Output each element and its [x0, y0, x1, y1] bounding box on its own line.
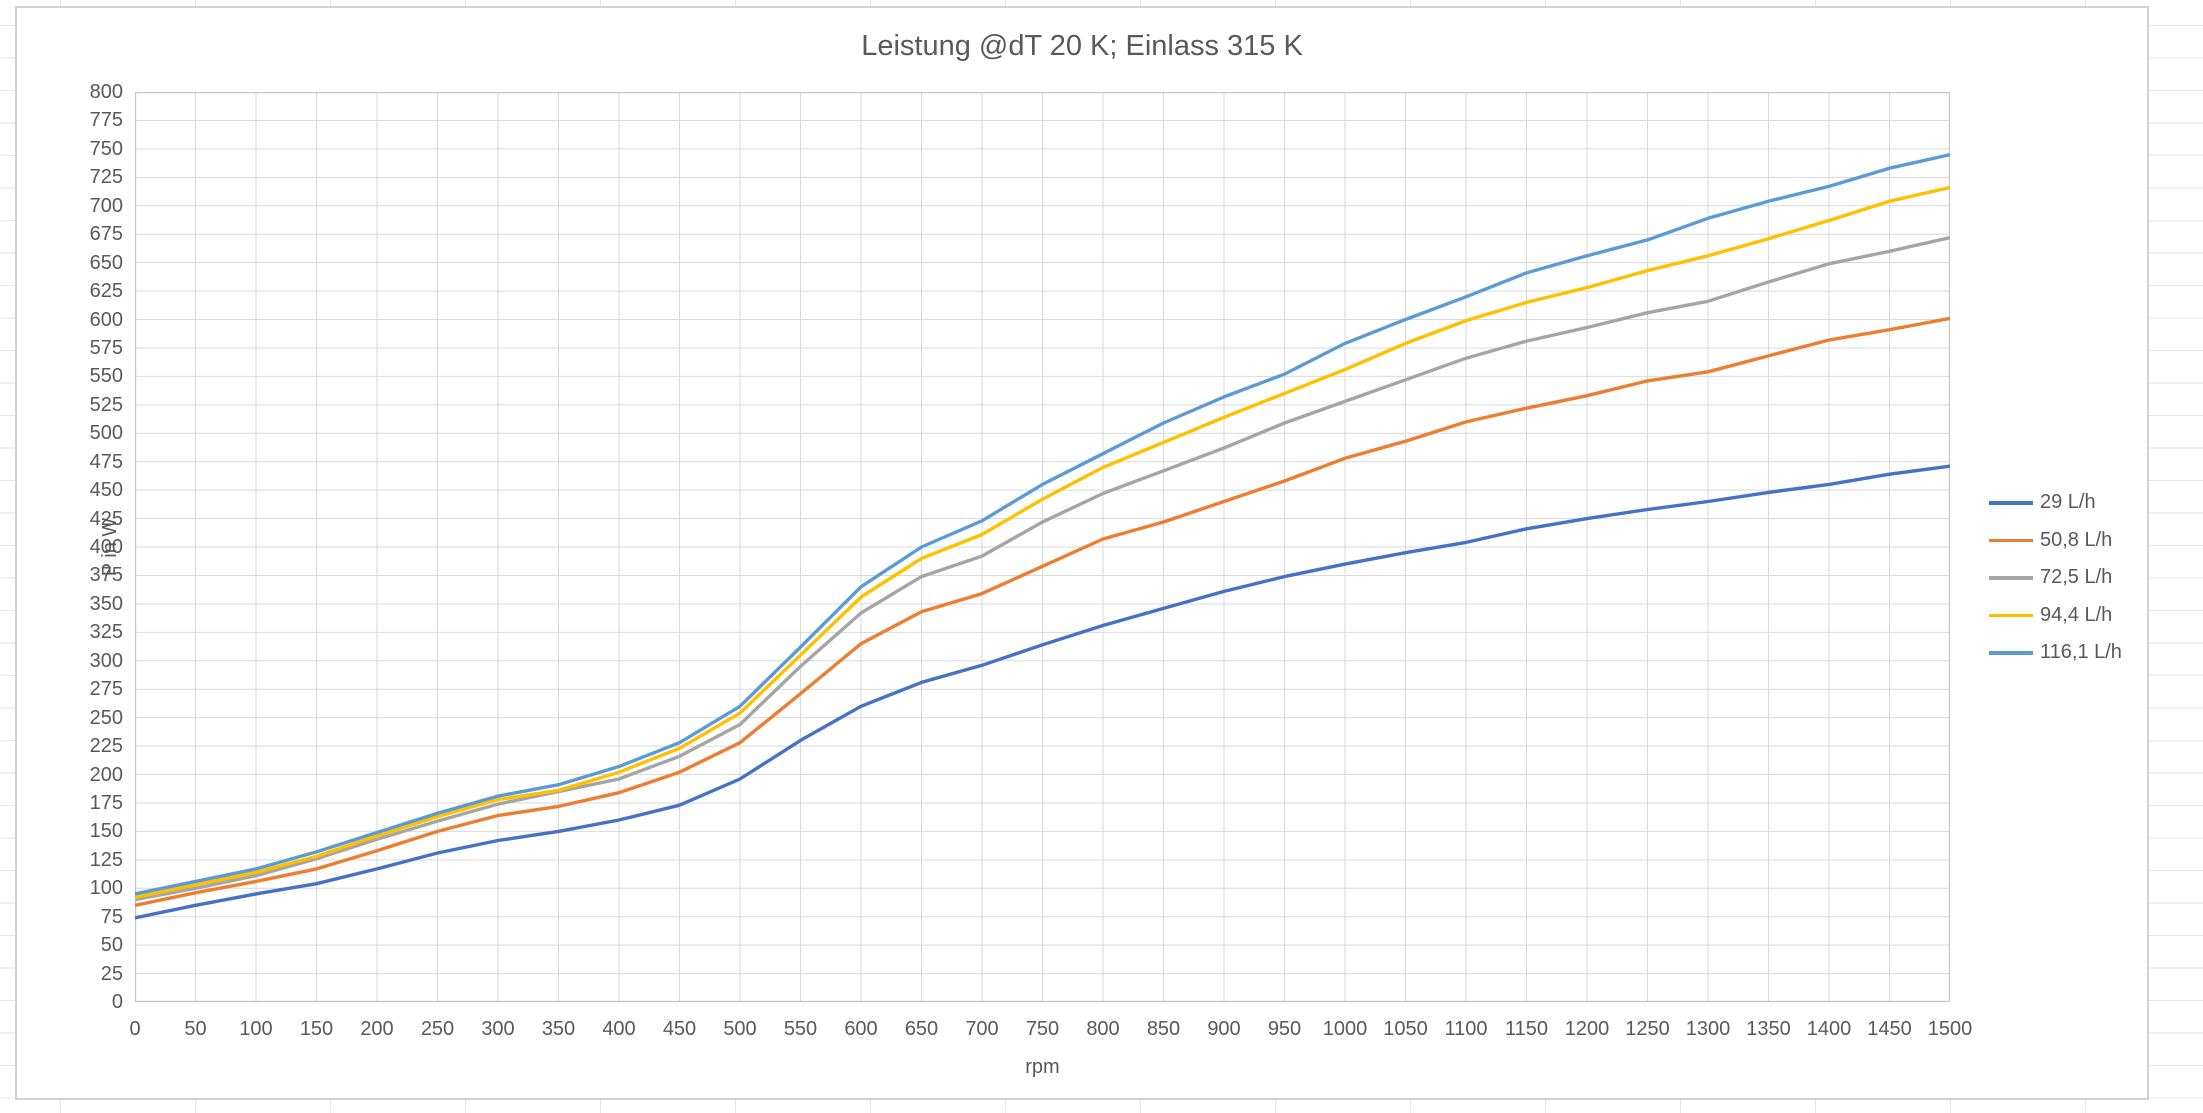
x-tick-label: 750: [1025, 1018, 1060, 1040]
x-tick-label: 1100: [1444, 1018, 1488, 1040]
y-tick-label: 425: [89, 507, 123, 530]
x-tick-label: 350: [541, 1018, 576, 1040]
series-line-5: [135, 152, 1950, 896]
x-tick-label: 250: [420, 1018, 455, 1040]
y-tick-label: 175: [89, 791, 123, 814]
y-tick-label: 75: [100, 905, 123, 928]
y-tick-label: 550: [89, 365, 123, 388]
legend-label: 50,8 L/h: [2040, 528, 2113, 551]
x-tick-label: 550: [783, 1018, 818, 1040]
y-tick-label: 200: [89, 763, 123, 786]
y-tick-label: 50: [100, 934, 123, 957]
chart-title: Leistung @dT 20 K; Einlass 315 K: [861, 30, 1303, 62]
legend-label: 94,4 L/h: [2040, 603, 2113, 626]
series-line-1: [135, 464, 1950, 920]
y-tick-label: 750: [89, 137, 123, 160]
x-tick-label: 0: [129, 1018, 141, 1040]
plot-area: P in W 0 25 50 75 100 125 150 175 200 225 250 275 30…: [90, 82, 1973, 1078]
legend-item: 116,1 L/h: [1989, 634, 2149, 672]
series-line-2: [135, 316, 1950, 907]
y-tick-label: 625: [89, 280, 123, 303]
x-tick-label: 400: [602, 1018, 636, 1040]
legend-item: 50,8 L/h: [1989, 522, 2149, 560]
chart-object[interactable]: Leistung @dT 20 K; Einlass 315 K P in W …: [15, 6, 2149, 1100]
legend-label: 116,1 L/h: [2040, 641, 2122, 664]
legend-item: 94,4 L/h: [1989, 597, 2149, 635]
x-tick-label: 900: [1207, 1018, 1241, 1040]
x-tick-label: 600: [844, 1018, 878, 1040]
series-line-4: [135, 185, 1950, 900]
legend-item: 29 L/h: [1989, 484, 2149, 522]
legend-line-swatch: [1989, 651, 2033, 655]
legend-item: 72,5 L/h: [1989, 559, 2149, 597]
x-tick-label: 650: [904, 1018, 939, 1040]
x-tick-label: 1000: [1322, 1018, 1368, 1040]
y-tick-label: 775: [89, 109, 123, 132]
y-tick-label: 100: [89, 877, 123, 900]
y-tick-label: 475: [89, 450, 123, 473]
y-tick-label: 650: [89, 251, 123, 274]
x-tick-label: 50: [184, 1018, 207, 1040]
y-tick-label: 575: [89, 336, 123, 359]
y-tick-label: 25: [100, 962, 123, 985]
y-tick-label: 500: [89, 422, 123, 445]
y-tick-label: 250: [89, 706, 123, 729]
series-line-3: [135, 235, 1950, 902]
y-tick-label: 525: [89, 393, 123, 416]
y-tick-label: 0: [111, 991, 123, 1013]
y-tick-label: 450: [89, 479, 123, 502]
x-tick-label: 800: [1086, 1018, 1120, 1040]
x-tick-label: 1350: [1746, 1018, 1791, 1040]
x-tick-label: 950: [1267, 1018, 1302, 1040]
y-tick-label: 300: [89, 649, 123, 672]
y-tick-label: 725: [89, 166, 123, 189]
y-tick-label: 150: [89, 820, 123, 843]
legend-label: 29 L/h: [2040, 491, 2096, 514]
legend-label: 72,5 L/h: [2040, 566, 2113, 589]
y-tick-label: 225: [89, 735, 123, 758]
x-tick-label: 1200: [1564, 1018, 1610, 1040]
x-tick-label: 700: [965, 1018, 999, 1040]
legend-line-swatch: [1989, 576, 2033, 580]
x-tick-label: 1450: [1867, 1018, 1912, 1040]
x-tick-label: 1250: [1625, 1018, 1670, 1040]
y-tick-label: 600: [89, 308, 123, 331]
x-tick-label: 1300: [1685, 1018, 1731, 1040]
plot-border: [135, 92, 1950, 1002]
legend-line-swatch: [1989, 613, 2033, 617]
y-tick-label: 700: [89, 194, 123, 217]
x-tick-label: 1150: [1504, 1018, 1548, 1040]
x-tick-label: 100: [239, 1018, 273, 1040]
x-tick-label: 200: [360, 1018, 394, 1040]
plot-canvas: [135, 92, 1950, 1002]
x-tick-label: 450: [662, 1018, 697, 1040]
y-tick-label: 400: [89, 536, 123, 558]
x-tick-label: 850: [1146, 1018, 1181, 1040]
x-tick-label: 1050: [1383, 1018, 1428, 1040]
y-tick-label: 350: [89, 592, 123, 615]
y-tick-label: 675: [89, 223, 123, 246]
y-tick-label: 125: [89, 848, 123, 871]
x-tick-label: 150: [299, 1018, 334, 1040]
x-tick-label: 300: [481, 1018, 515, 1040]
x-axis-title: rpm: [1025, 1056, 1060, 1078]
legend: 29 L/h 50,8 L/h 72,5 L/h 94,4 L/h 116,1 L/h: [1989, 484, 2149, 672]
y-tick-label: 800: [89, 81, 123, 103]
x-tick-label: 1400: [1806, 1018, 1852, 1040]
legend-line-swatch: [1989, 501, 2033, 505]
y-tick-label: 375: [89, 564, 123, 587]
x-tick-label: 1500: [1927, 1018, 1973, 1040]
y-tick-label: 275: [89, 678, 123, 701]
legend-line-swatch: [1989, 538, 2033, 542]
y-tick-label: 325: [89, 621, 123, 644]
x-tick-label: 500: [723, 1018, 757, 1040]
